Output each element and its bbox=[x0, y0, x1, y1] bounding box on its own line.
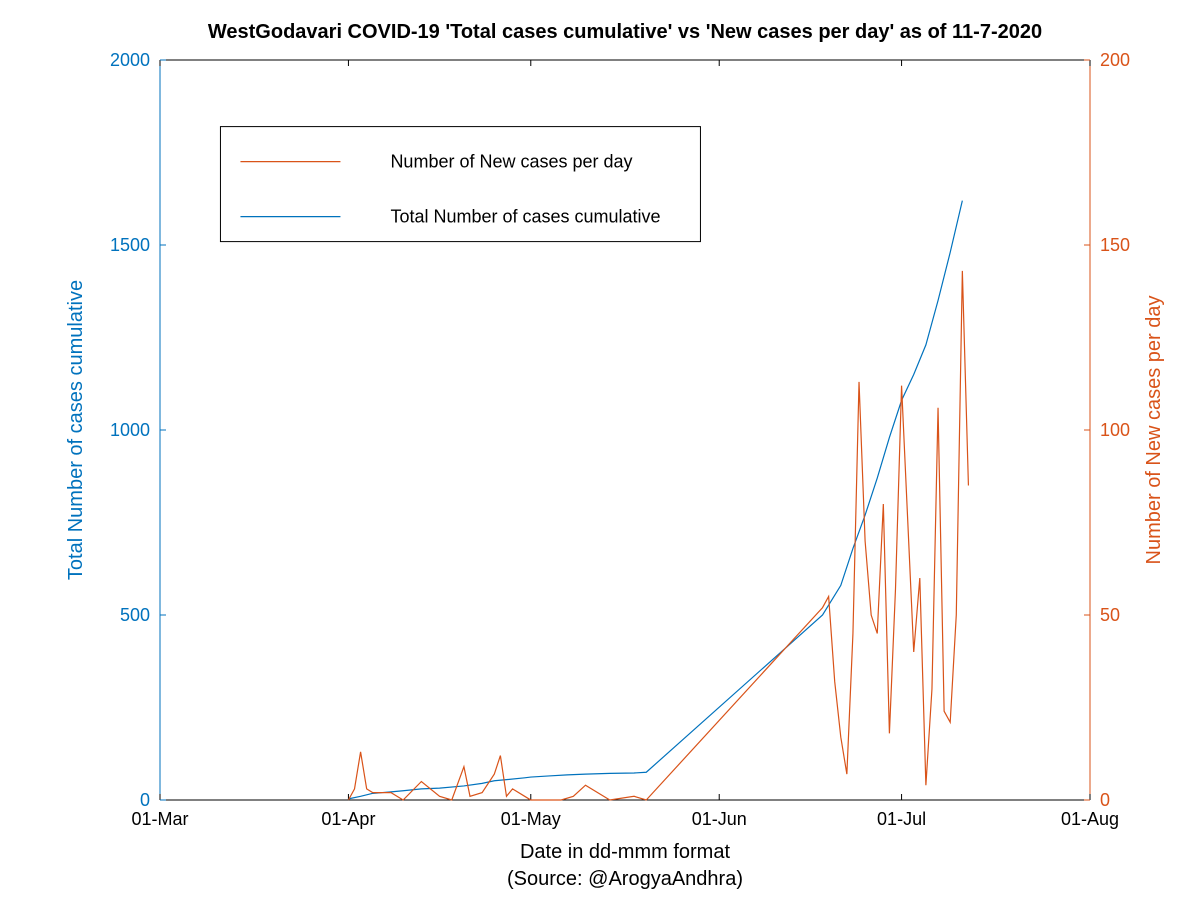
y-left-axis-label: Total Number of cases cumulative bbox=[65, 280, 87, 580]
x-axis-sublabel: (Source: @ArogyaAndhra) bbox=[507, 868, 743, 890]
x-axis-label: Date in dd-mmm format bbox=[520, 841, 730, 863]
chart-title: WestGodavari COVID-19 'Total cases cumul… bbox=[208, 21, 1042, 43]
chart-container: WestGodavari COVID-19 'Total cases cumul… bbox=[0, 0, 1200, 900]
y-left-tick-label: 1000 bbox=[110, 420, 150, 440]
legend-label: Total Number of cases cumulative bbox=[390, 207, 660, 227]
y-left-tick-label: 1500 bbox=[110, 235, 150, 255]
chart-svg: WestGodavari COVID-19 'Total cases cumul… bbox=[0, 0, 1200, 900]
x-tick-label: 01-Jul bbox=[877, 809, 926, 829]
y-right-tick-label: 100 bbox=[1100, 420, 1130, 440]
x-tick-label: 01-Jun bbox=[692, 809, 747, 829]
x-tick-label: 01-Apr bbox=[321, 809, 375, 829]
y-left-tick-label: 0 bbox=[140, 790, 150, 810]
y-right-tick-label: 50 bbox=[1100, 605, 1120, 625]
y-right-axis-label: Number of New cases per day bbox=[1143, 295, 1165, 564]
x-tick-label: 01-Aug bbox=[1061, 809, 1119, 829]
y-right-tick-label: 0 bbox=[1100, 790, 1110, 810]
y-left-tick-label: 2000 bbox=[110, 50, 150, 70]
x-tick-label: 01-Mar bbox=[131, 809, 188, 829]
x-tick-label: 01-May bbox=[501, 809, 561, 829]
y-right-tick-label: 150 bbox=[1100, 235, 1130, 255]
chart-bg bbox=[0, 0, 1200, 900]
y-left-tick-label: 500 bbox=[120, 605, 150, 625]
y-right-tick-label: 200 bbox=[1100, 50, 1130, 70]
legend-label: Number of New cases per day bbox=[390, 152, 632, 172]
